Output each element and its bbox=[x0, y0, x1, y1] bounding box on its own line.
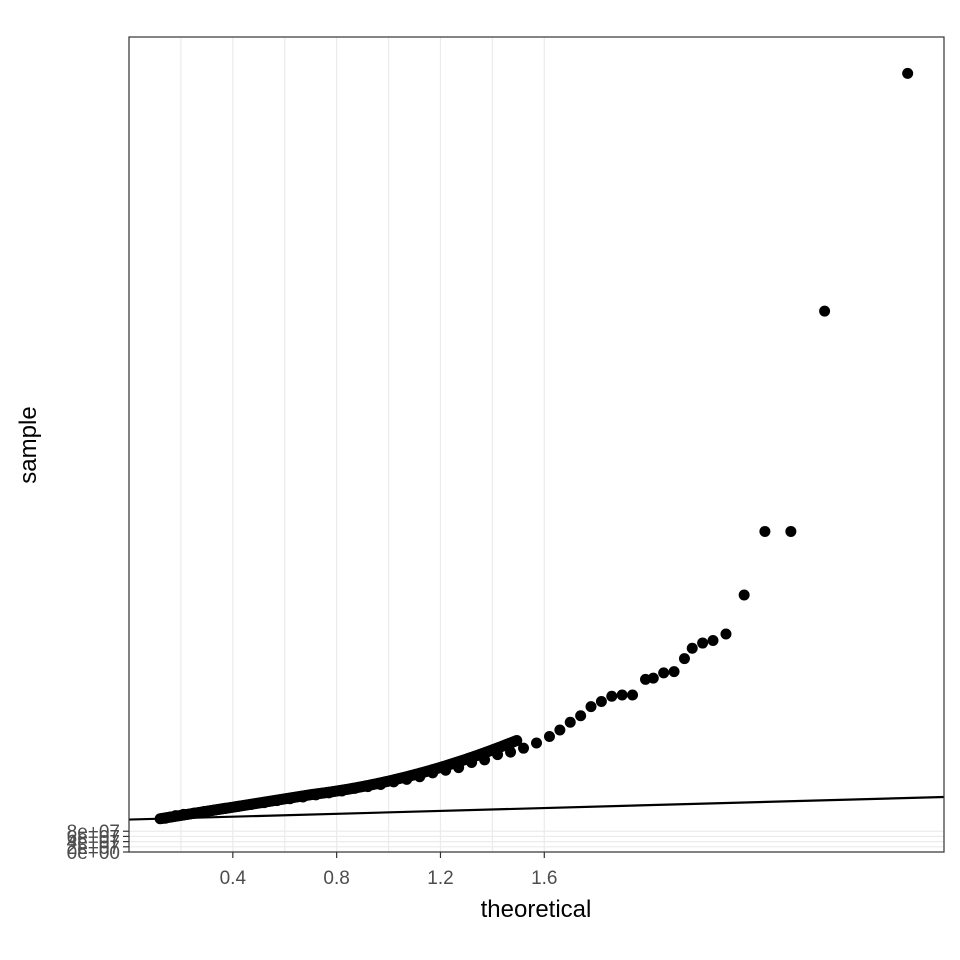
data-point-0 bbox=[902, 67, 914, 79]
data-point-5 bbox=[720, 628, 732, 640]
grid-lines bbox=[128, 37, 944, 853]
y-tick-label-4: 8e+07 bbox=[67, 822, 120, 843]
data-point-22 bbox=[543, 730, 555, 742]
data-point-20 bbox=[564, 716, 576, 728]
reference-line bbox=[128, 795, 945, 821]
data-point-2 bbox=[785, 525, 797, 537]
x-tick-label-2: 0.8 bbox=[323, 868, 349, 889]
data-point-4 bbox=[738, 589, 750, 601]
y-tick-label-2: 4e+07 bbox=[67, 833, 120, 854]
data-point-24 bbox=[518, 742, 530, 754]
data-point-14 bbox=[627, 689, 639, 701]
y-axis-title: sample bbox=[15, 406, 42, 483]
data-point-13 bbox=[640, 673, 652, 685]
data-point-1 bbox=[819, 305, 831, 317]
data-point-8 bbox=[686, 642, 698, 654]
x-axis-ticks: 1.6 1.2 0.8 0.4 bbox=[220, 852, 557, 889]
data-points bbox=[154, 67, 914, 825]
data-point-10 bbox=[668, 666, 680, 678]
plot-panel bbox=[129, 37, 944, 852]
data-point-11 bbox=[658, 667, 670, 679]
x-tick-label-0: 1.6 bbox=[531, 868, 557, 889]
x-tick-label-3: 0.4 bbox=[220, 868, 247, 889]
data-point-17 bbox=[595, 695, 607, 707]
data-point-6 bbox=[707, 634, 719, 646]
x-axis-title: theoretical bbox=[481, 896, 592, 923]
data-point-15 bbox=[616, 689, 628, 701]
data-point-18 bbox=[585, 701, 597, 713]
data-point-16 bbox=[606, 690, 618, 702]
data-point-3 bbox=[759, 525, 771, 537]
dense-point bbox=[511, 734, 523, 746]
y-tick-label-0: 0e+00 bbox=[67, 843, 120, 864]
y-tick-label-3: 6e+07 bbox=[67, 827, 120, 848]
data-point-9 bbox=[678, 653, 690, 665]
data-point-19 bbox=[575, 710, 587, 722]
data-point-23 bbox=[531, 737, 542, 749]
data-point-7 bbox=[697, 637, 709, 649]
data-point-21 bbox=[554, 724, 566, 736]
panel-border bbox=[128, 36, 945, 853]
x-tick-label-1: 1.2 bbox=[427, 868, 453, 889]
y-tick-label-1: 2e+07 bbox=[67, 838, 120, 859]
